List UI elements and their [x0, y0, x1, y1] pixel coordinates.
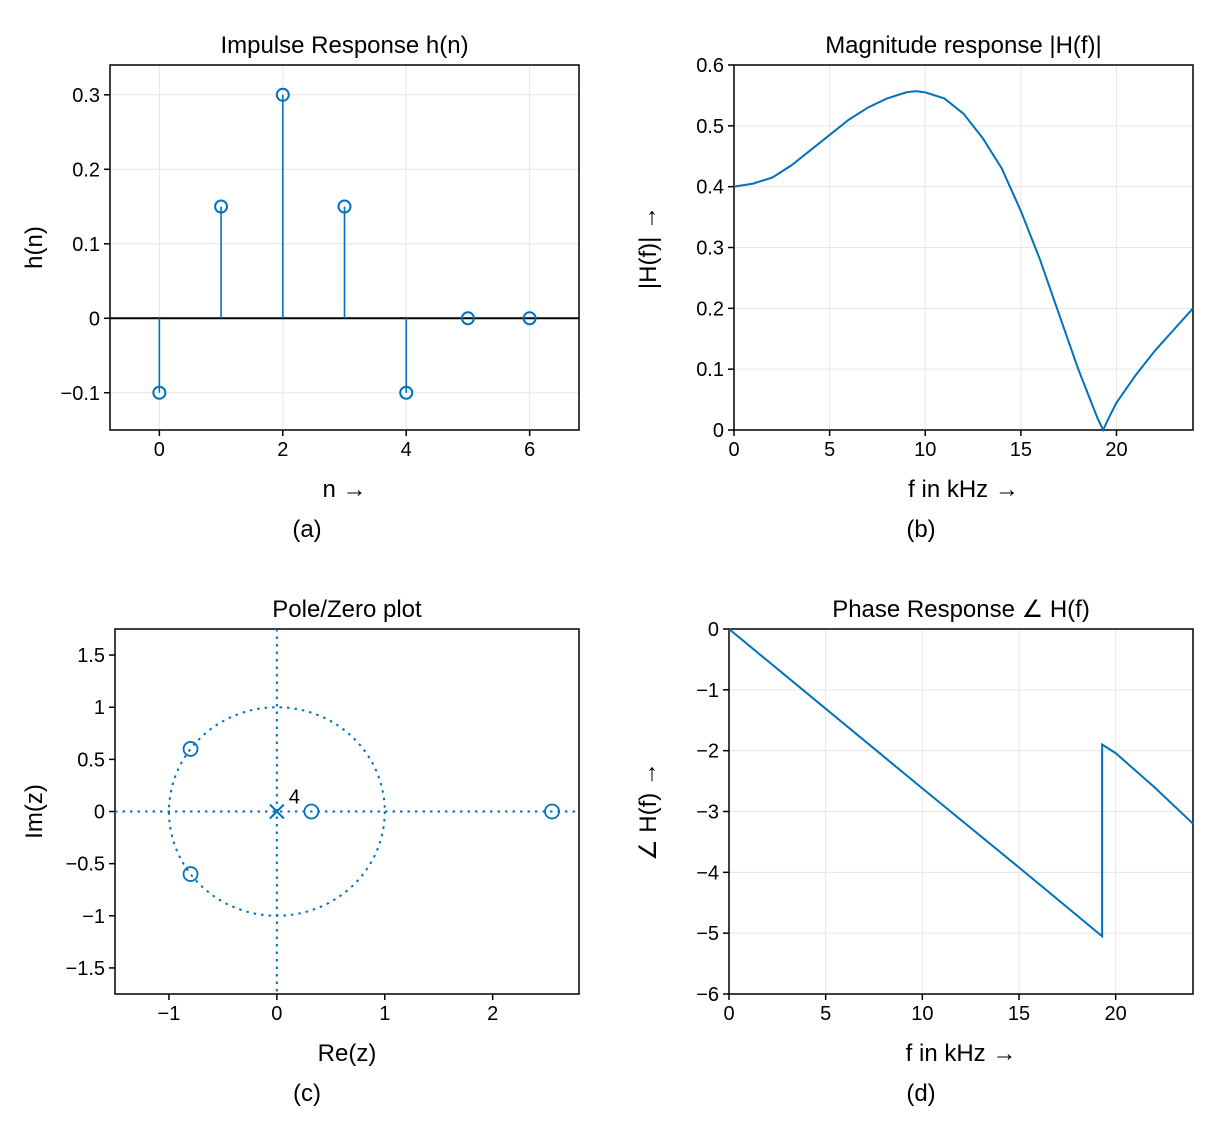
svg-text:−0.5: −0.5	[66, 854, 105, 876]
svg-text:1.5: 1.5	[77, 645, 105, 667]
svg-text:20: 20	[1105, 439, 1127, 461]
svg-text:0.5: 0.5	[77, 749, 105, 771]
panel-a: 0 2 4 6 −0.1 0 0.1 0.2 0.3 Impulse Response h(n) n…	[20, 20, 594, 544]
svg-text:h(n): h(n)	[21, 226, 48, 269]
svg-text:−2: −2	[696, 741, 719, 763]
svg-text:15: 15	[1010, 439, 1032, 461]
svg-text:0.5: 0.5	[696, 116, 724, 138]
svg-text:6: 6	[524, 439, 535, 461]
svg-text:Re(z): Re(z)	[318, 1040, 377, 1067]
svg-text:20: 20	[1105, 1003, 1127, 1025]
svg-text:10: 10	[914, 439, 936, 461]
svg-text:−1: −1	[696, 680, 719, 702]
svg-text:0.2: 0.2	[72, 159, 100, 181]
svg-text:f in kHz →: f in kHz →	[906, 1040, 1017, 1067]
panel-c: −1 0 1 2 −1.5 −1 −0.5 0 0.5 1 1.5 Pole/Zero plot Re(…	[20, 584, 594, 1108]
svg-text:0.2: 0.2	[696, 298, 724, 320]
svg-text:0.4: 0.4	[696, 177, 724, 199]
svg-text:0: 0	[89, 308, 100, 330]
svg-text:2: 2	[487, 1003, 498, 1025]
svg-text:n →: n →	[322, 476, 366, 503]
svg-text:10: 10	[911, 1003, 933, 1025]
svg-text:4: 4	[401, 439, 412, 461]
svg-text:Magnitude response |H(f)|: Magnitude response |H(f)|	[825, 32, 1102, 59]
svg-text:1: 1	[94, 697, 105, 719]
svg-text:0: 0	[94, 802, 105, 824]
svg-text:|H(f)| →: |H(f)| →	[635, 206, 662, 289]
svg-text:−5: −5	[696, 923, 719, 945]
impulse-response-chart: 0 2 4 6 −0.1 0 0.1 0.2 0.3 Impulse Response h(n) n…	[20, 20, 594, 510]
svg-text:Impulse Response h(n): Impulse Response h(n)	[220, 32, 468, 59]
svg-text:0: 0	[154, 439, 165, 461]
svg-text:0: 0	[728, 439, 739, 461]
svg-text:Pole/Zero plot: Pole/Zero plot	[272, 596, 422, 623]
svg-text:15: 15	[1008, 1003, 1030, 1025]
sublabel-d: (d)	[906, 1080, 935, 1108]
svg-text:0.1: 0.1	[72, 234, 100, 256]
svg-text:−1: −1	[158, 1003, 181, 1025]
svg-text:0.3: 0.3	[72, 85, 100, 107]
svg-text:0: 0	[713, 420, 724, 442]
svg-text:5: 5	[820, 1003, 831, 1025]
svg-text:4: 4	[289, 787, 300, 809]
svg-text:0.3: 0.3	[696, 238, 724, 260]
svg-text:−1.5: −1.5	[66, 958, 105, 980]
phase-response-chart: 0 5 10 15 20 −6 −5 −4 −3 −2 −1 0 Phase Response ∠ H(…	[634, 584, 1208, 1074]
svg-text:Phase Response ∠ H(f): Phase Response ∠ H(f)	[832, 596, 1090, 623]
svg-text:1: 1	[379, 1003, 390, 1025]
svg-text:0.1: 0.1	[696, 359, 724, 381]
panel-d: 0 5 10 15 20 −6 −5 −4 −3 −2 −1 0 Phase Response ∠ H(…	[634, 584, 1208, 1108]
svg-text:f in kHz →: f in kHz →	[908, 476, 1019, 503]
magnitude-response-chart: 0 5 10 15 20 0 0.1 0.2 0.3 0.4 0.5 0.6 Magnitude res…	[634, 20, 1208, 510]
panel-b: 0 5 10 15 20 0 0.1 0.2 0.3 0.4 0.5 0.6 Magnitude res…	[634, 20, 1208, 544]
pole-zero-chart: −1 0 1 2 −1.5 −1 −0.5 0 0.5 1 1.5 Pole/Zero plot Re(…	[20, 584, 594, 1074]
svg-text:−6: −6	[696, 984, 719, 1006]
sublabel-b: (b)	[906, 516, 935, 544]
svg-text:2: 2	[277, 439, 288, 461]
svg-text:∠ H(f) →: ∠ H(f) →	[635, 762, 662, 861]
svg-text:0: 0	[271, 1003, 282, 1025]
svg-text:−0.1: −0.1	[61, 383, 100, 405]
sublabel-a: (a)	[292, 516, 321, 544]
svg-text:0.6: 0.6	[696, 55, 724, 77]
svg-text:5: 5	[824, 439, 835, 461]
sublabel-c: (c)	[293, 1080, 321, 1108]
svg-text:0: 0	[708, 619, 719, 641]
svg-text:−1: −1	[82, 906, 105, 928]
svg-text:−4: −4	[696, 862, 719, 884]
svg-text:−3: −3	[696, 802, 719, 824]
svg-text:Im(z): Im(z)	[21, 784, 48, 839]
svg-text:0: 0	[723, 1003, 734, 1025]
